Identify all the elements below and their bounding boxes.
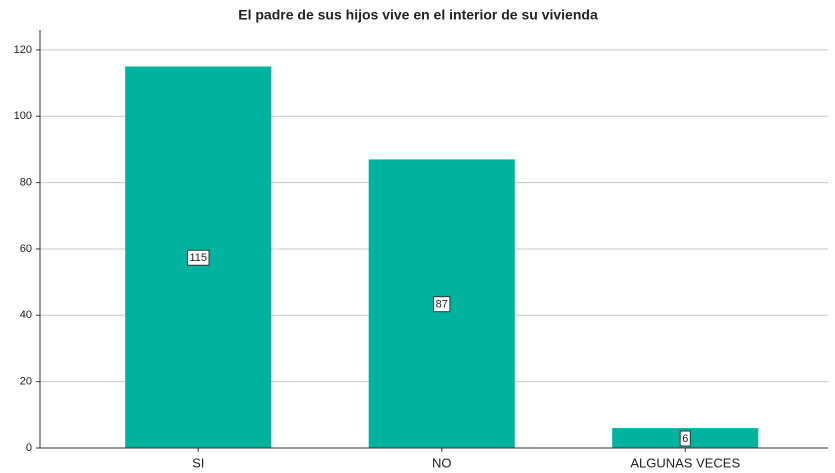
value-label: 87: [436, 299, 448, 311]
x-tick-label: ALGUNAS VECES: [630, 455, 740, 470]
y-tick-label: 0: [26, 442, 32, 454]
value-label: 115: [189, 252, 207, 264]
x-tick-label: SI: [192, 455, 204, 470]
y-tick-label: 80: [20, 177, 32, 189]
value-label-box: [186, 249, 210, 266]
chart-title: El padre de sus hijos vive en el interio…: [238, 7, 598, 23]
y-tick-label: 100: [14, 110, 32, 122]
value-label: 6: [682, 433, 688, 445]
x-tick-label: NO: [432, 455, 452, 470]
value-label-box: [433, 296, 451, 313]
y-tick-label: 40: [20, 309, 32, 321]
y-tick-label: 120: [14, 44, 32, 56]
value-label-box: [679, 430, 691, 447]
y-tick-label: 60: [20, 243, 32, 255]
y-tick-label: 20: [20, 376, 32, 388]
